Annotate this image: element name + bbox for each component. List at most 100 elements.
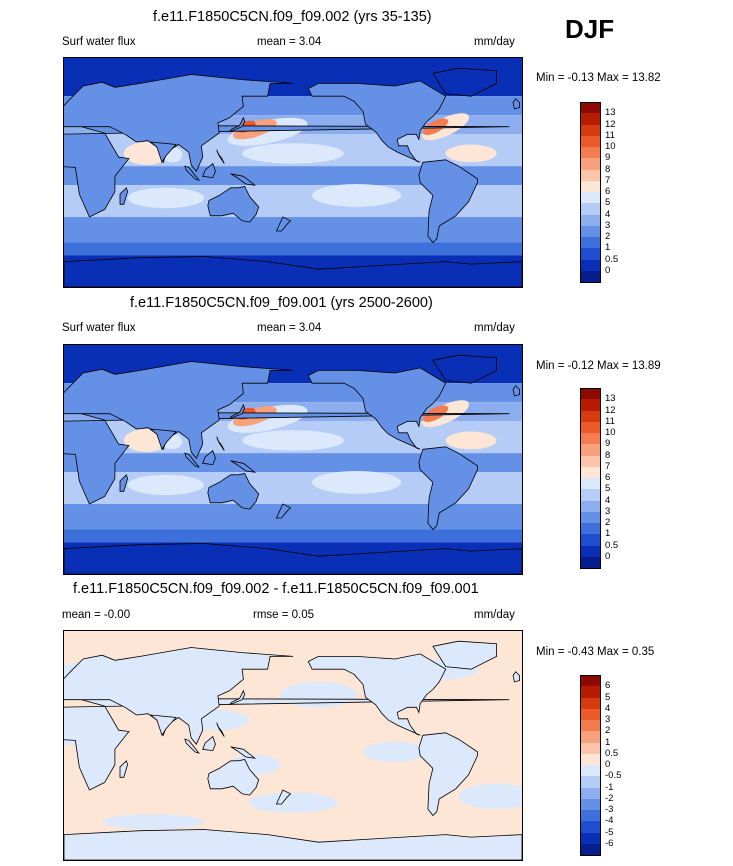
colorbar-swatch <box>580 466 601 479</box>
field-south-indian <box>127 187 204 209</box>
colorbar-tick-label: 8 <box>605 449 611 461</box>
field-south-pacific-subtropics <box>312 470 402 494</box>
colorbar-tick-label: 8 <box>605 163 611 175</box>
panel-3-rmse-label: rmse = 0.05 <box>253 609 315 621</box>
land-greenland <box>432 640 497 670</box>
land-india <box>149 714 177 737</box>
colorbar-swatch <box>580 776 601 788</box>
colorbar-swatch <box>580 821 601 833</box>
colorbar-tick-label: 6 <box>605 472 611 483</box>
season-label: DJF <box>565 14 615 44</box>
land-australia <box>207 186 260 223</box>
colorbar-swatch <box>580 686 601 698</box>
colorbar-swatch <box>580 742 601 755</box>
colorbar-tick-label: 1 <box>605 528 611 540</box>
colorbar-tick-label: 0.5 <box>605 747 619 759</box>
colorbar-tick-label: 9 <box>605 152 611 164</box>
land-antarctica <box>64 543 522 574</box>
colorbar-tick-label: 10 <box>605 427 616 438</box>
colorbar-tick-label: 6 <box>605 680 611 692</box>
colorbar-swatch <box>580 102 601 114</box>
panel-2-mean-label: mean = 3.04 <box>257 322 322 334</box>
land-philippines <box>216 149 225 164</box>
land-australia <box>207 473 260 510</box>
panel-2-map <box>63 344 523 575</box>
colorbar-tick-label: -3 <box>605 804 614 815</box>
field-north-pacific-trades <box>242 143 344 164</box>
field-band-tropics <box>64 166 522 186</box>
colorbar-tick-label: 2 <box>605 725 611 737</box>
colorbar-swatch <box>580 765 601 777</box>
colorbar-tick-label: -6 <box>605 837 614 849</box>
panel-1-mean-label: mean = 3.04 <box>257 36 322 48</box>
colorbar-tick-label: 0.5 <box>605 539 619 551</box>
colorbar-tick-label: 0.5 <box>605 253 619 265</box>
colorbar-swatch <box>580 731 601 743</box>
colorbar-tick-label: 2 <box>605 231 611 242</box>
colorbar-swatch <box>580 810 601 822</box>
land-eurasia <box>64 647 294 745</box>
colorbar-tick-label: 6 <box>605 186 611 197</box>
land-africa <box>64 125 510 218</box>
colorbar-swatch <box>580 843 601 856</box>
colorbar-tick-label: 11 <box>605 415 615 427</box>
panel-1-map-canvas <box>64 58 522 287</box>
colorbar-swatch <box>580 124 601 137</box>
colorbar-swatch <box>580 675 601 687</box>
colorbar-tick-label: 10 <box>605 141 616 152</box>
field-north-atlantic-trades <box>445 431 497 450</box>
field-band-subpolar-south <box>64 529 522 543</box>
colorbar-swatch <box>580 270 601 283</box>
land-sumatra <box>184 165 201 181</box>
land-samerica <box>418 446 478 531</box>
land-namerica <box>307 367 447 450</box>
colorbar-tick-label: -5 <box>605 826 614 838</box>
colorbar-swatch <box>580 214 601 227</box>
colorbar-swatch <box>580 534 601 546</box>
land-borneo <box>202 449 216 466</box>
panel-3-colorbar: 6 5 4 3 2 1 0.5 0 -0.5 -1 -2 -3 -4 -5 -6 <box>580 675 640 856</box>
colorbar-swatch <box>580 478 601 490</box>
colorbar-tick-label: -1 <box>605 781 614 793</box>
land-eurasia <box>64 74 294 172</box>
field-south-pacific-subtropics <box>312 183 402 207</box>
field-band-midlat-south <box>64 217 522 243</box>
colorbar-swatch <box>580 421 601 434</box>
colorbar-tick-label: 5 <box>605 197 611 209</box>
land-philippines <box>216 436 225 451</box>
colorbar-swatch <box>580 410 601 423</box>
field-band-midlat-south <box>64 504 522 530</box>
panel-2-minmax: Min = -0.12 Max = 13.89 <box>536 360 661 372</box>
colorbar-swatch <box>580 135 601 148</box>
land-greenland <box>432 354 497 384</box>
land-nz <box>275 216 292 232</box>
land-india <box>149 428 177 451</box>
land-borneo <box>202 162 216 179</box>
colorbar-swatch <box>580 787 601 800</box>
land-newguinea <box>230 173 257 186</box>
colorbar-swatch <box>580 511 601 524</box>
colorbar-swatch <box>580 753 601 766</box>
land-uk <box>512 671 520 683</box>
colorbar-tick-label: 12 <box>605 404 616 416</box>
field-band-subpolar-south <box>64 242 522 256</box>
colorbar-tick-label: 0 <box>605 264 611 276</box>
colorbar-swatch <box>580 500 601 513</box>
colorbar-tick-label: 0 <box>605 550 611 562</box>
panel-1-variable-label: Surf water flux <box>62 36 136 48</box>
field-north-pacific-trades <box>242 430 344 451</box>
land-namerica <box>307 80 447 163</box>
colorbar-swatch <box>580 180 601 193</box>
colorbar-swatch <box>580 798 601 811</box>
panel-2-variable-label: Surf water flux <box>62 322 136 334</box>
colorbar-tick-label: 2 <box>605 517 611 528</box>
land-madagascar <box>119 474 129 492</box>
colorbar-tick-label: 1 <box>605 242 611 254</box>
colorbar-swatch <box>580 192 601 204</box>
colorbar-tick-label: 13 <box>605 107 616 119</box>
colorbar-tick-label: 1 <box>605 736 611 748</box>
panel-2-colorbar: 13 12 11 10 9 8 7 6 5 4 3 2 1 0.5 0 <box>580 388 640 569</box>
field-diff-negative-patch <box>248 792 338 813</box>
colorbar-tick-label: 3 <box>605 219 611 231</box>
colorbar-tick-label: -0.5 <box>605 770 622 782</box>
